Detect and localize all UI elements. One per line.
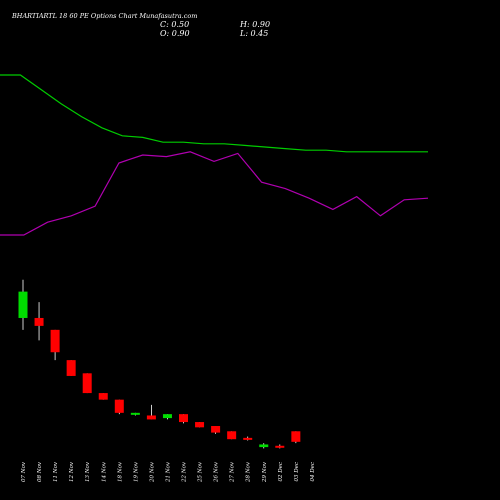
x-tick-label: 12 Nov [69, 461, 75, 482]
x-tick-label: 07 Nov [21, 461, 27, 482]
x-tick-label: 13 Nov [85, 461, 91, 482]
candle-body [211, 426, 221, 433]
x-tick-label: 11 Nov [53, 461, 59, 482]
candle-body [18, 291, 28, 318]
indicator-line-2 [0, 151, 429, 236]
candle-body [195, 422, 205, 428]
close-label: C: 0.50 [160, 20, 189, 29]
x-tick-label: 19 Nov [133, 461, 139, 482]
x-tick-label: 27 Nov [230, 461, 236, 483]
candle-body [275, 445, 285, 448]
candle-body [146, 415, 156, 420]
candles [18, 279, 301, 449]
x-tick-label: 04 Dec [310, 462, 316, 482]
candle-body [130, 412, 140, 415]
candle-body [66, 360, 76, 376]
candle-body [98, 393, 108, 400]
high-label: H: 0.90 [239, 20, 270, 29]
x-tick-label: 22 Nov [182, 461, 188, 483]
candle-body [82, 373, 92, 394]
x-tick-label: 29 Nov [262, 461, 268, 483]
x-tick-label: 02 Dec [278, 462, 284, 482]
candle-body [291, 431, 301, 442]
candle-body [114, 399, 124, 413]
open-label: O: 0.90 [160, 29, 190, 38]
candle-body [227, 431, 237, 440]
chart-title: BHARTIARTL 18 60 PE Options Chart Munafa… [11, 12, 197, 20]
candle-body [259, 444, 269, 448]
x-tick-label: 25 Nov [198, 461, 204, 483]
x-tick-label: 03 Dec [294, 462, 300, 482]
indicator-line-1 [0, 74, 428, 153]
candle-body [179, 414, 188, 423]
candle-body [162, 414, 172, 419]
x-tick-label: 14 Nov [101, 461, 107, 482]
x-tick-label: 26 Nov [214, 461, 220, 483]
x-tick-label: 20 Nov [149, 461, 155, 483]
indicator-lines [0, 74, 429, 236]
candle-body [243, 437, 253, 440]
x-axis-ticks: 07 Nov 08 Nov 11 Nov 12 Nov 13 Nov 14 Nov 18 N… [21, 461, 316, 483]
candle-body [50, 329, 60, 353]
x-tick-label: 21 Nov [165, 461, 171, 483]
x-tick-label: 18 Nov [117, 461, 123, 482]
candle-body [34, 317, 44, 326]
x-tick-label: 28 Nov [246, 461, 252, 483]
low-label: L: 0.45 [239, 29, 268, 38]
x-tick-label: 08 Nov [37, 461, 43, 482]
